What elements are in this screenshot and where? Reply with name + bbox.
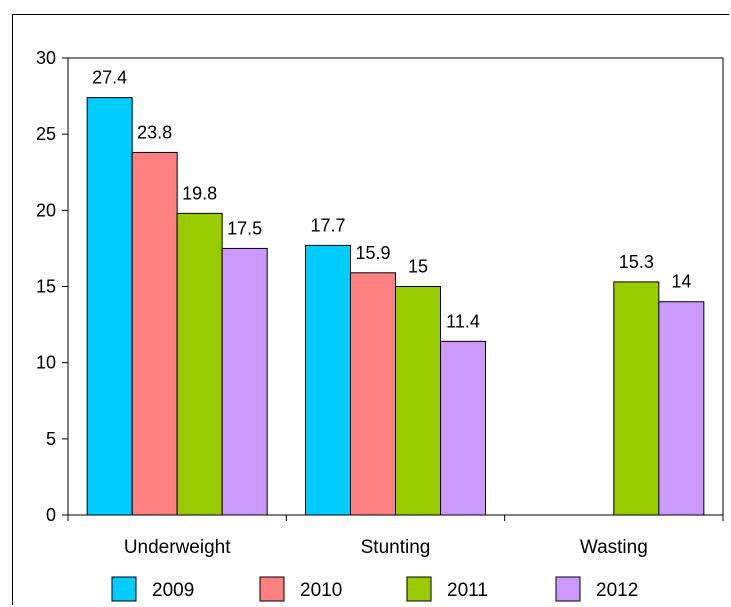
x-axis: Underweight Stunting Wasting <box>67 515 724 558</box>
data-label: 11.4 <box>446 311 480 331</box>
legend-label: 2010 <box>300 580 342 601</box>
data-label: 27.4 <box>92 68 127 88</box>
y-tick-label: 5 <box>46 429 56 449</box>
data-label: 17.7 <box>310 215 345 235</box>
data-label: 15 <box>408 257 428 277</box>
legend-swatch-2012 <box>555 576 581 602</box>
legend-swatch-2009 <box>111 576 137 602</box>
legend-swatch-2011 <box>406 576 432 602</box>
data-labels: 27.4 23.8 19.8 17.5 17.7 15.9 15 11.4 15.3 14 <box>92 68 691 332</box>
bar-2011 <box>176 212 223 516</box>
data-label: 19.8 <box>182 183 217 203</box>
y-tick-label: 10 <box>36 353 56 373</box>
bars <box>86 97 705 516</box>
y-tick-label: 20 <box>36 200 56 220</box>
y-tick-label: 30 <box>36 48 56 68</box>
y-tick-label: 15 <box>36 277 56 297</box>
data-label: 15.9 <box>355 243 390 263</box>
bar-2012 <box>440 340 486 516</box>
legend-swatch-2010 <box>259 576 285 602</box>
x-category-label: Underweight <box>124 537 231 558</box>
data-label: 23.8 <box>137 122 172 142</box>
legend-label: 2012 <box>596 580 638 601</box>
x-category-label: Wasting <box>580 537 648 558</box>
bar-2012 <box>658 301 705 516</box>
legend: 2009 2010 2011 2012 <box>111 576 638 602</box>
legend-label: 2009 <box>152 580 194 601</box>
legend-label: 2011 <box>447 580 488 601</box>
bar-2010 <box>350 272 396 516</box>
y-tick-label: 25 <box>36 124 56 144</box>
chart-frame <box>12 14 729 605</box>
x-category-label: Stunting <box>361 537 431 558</box>
data-label: 17.5 <box>227 218 262 238</box>
bar-2011 <box>613 281 660 516</box>
bar-2010 <box>131 151 178 516</box>
bar-2012 <box>221 247 268 516</box>
data-label: 15.3 <box>619 252 654 272</box>
data-label: 14 <box>671 272 691 292</box>
y-axis: 0 5 10 15 20 25 30 <box>36 48 68 525</box>
bar-2009 <box>305 244 351 516</box>
bar-2011 <box>395 286 441 516</box>
y-tick-label: 0 <box>46 505 56 525</box>
bar-2009 <box>86 97 133 516</box>
